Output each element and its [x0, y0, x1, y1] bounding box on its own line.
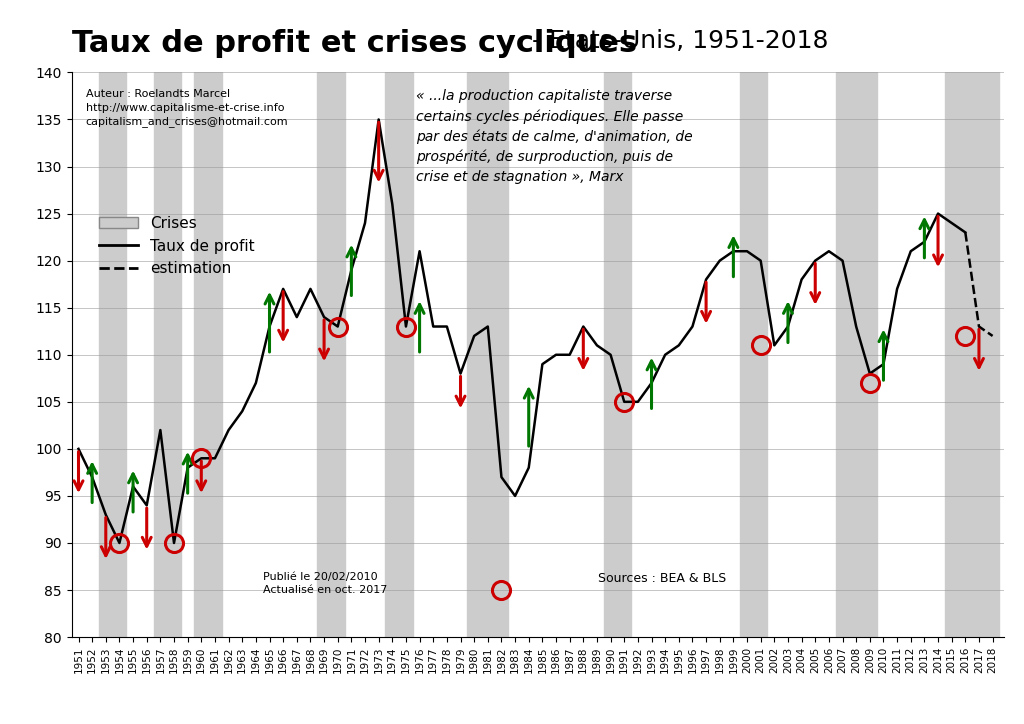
Text: - Etats-Unis, 1951-2018: - Etats-Unis, 1951-2018	[524, 29, 828, 53]
Bar	[467, 72, 508, 637]
Bar	[604, 72, 631, 637]
Text: Taux de profit et crises cycliques: Taux de profit et crises cycliques	[72, 29, 637, 58]
Bar	[740, 72, 768, 637]
Bar	[317, 72, 344, 637]
Bar	[99, 72, 126, 637]
Bar	[836, 72, 877, 637]
Text: « ...la production capitaliste traverse
certains cycles périodiques. Elle passe
: « ...la production capitaliste traverse …	[417, 89, 693, 184]
Bar	[385, 72, 413, 637]
Bar	[195, 72, 222, 637]
Legend: Crises, Taux de profit, estimation: Crises, Taux de profit, estimation	[93, 210, 260, 282]
Text: Sources : BEA & BLS: Sources : BEA & BLS	[598, 572, 726, 585]
Text: Publié le 20/02/2010
Actualisé en oct. 2017: Publié le 20/02/2010 Actualisé en oct. 2…	[263, 572, 387, 595]
Bar	[154, 72, 181, 637]
Text: Auteur : Roelandts Marcel
http://www.capitalisme-et-crise.info
capitalism_and_cr: Auteur : Roelandts Marcel http://www.cap…	[86, 89, 289, 127]
Bar	[945, 72, 999, 637]
